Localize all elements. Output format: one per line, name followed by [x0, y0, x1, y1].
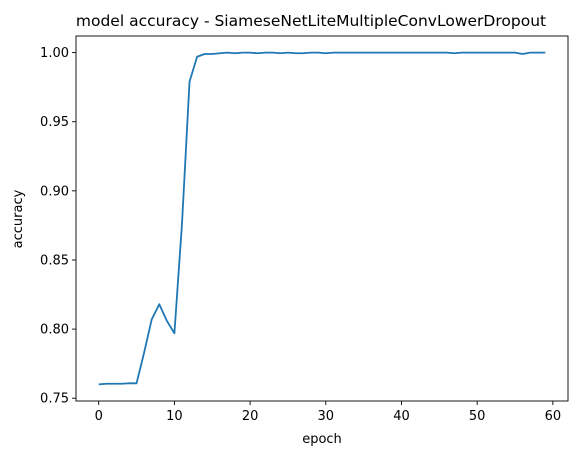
y-tick-label: 1.00	[40, 46, 69, 61]
y-tick-label: 0.85	[40, 253, 69, 268]
chart-title: model accuracy - SiameseNetLiteMultipleC…	[76, 12, 546, 30]
axes-frame	[75, 35, 569, 402]
x-tick-label: 30	[318, 409, 335, 424]
x-tick-label: 50	[469, 409, 486, 424]
accuracy-series-line	[98, 51, 546, 386]
y-axis: 0.75 0.80 0.85 0.90 0.95 1.00	[40, 46, 76, 407]
y-tick-label: 0.75	[40, 392, 69, 407]
y-tick-label: 0.95	[40, 115, 69, 130]
x-tick-label: 20	[242, 409, 259, 424]
x-tick-label: 40	[393, 409, 410, 424]
y-axis-label: accuracy	[11, 189, 26, 248]
x-axis: 0 10 20 30 40 50 60	[95, 401, 562, 424]
x-tick-label: 0	[95, 409, 103, 424]
y-tick-label: 0.80	[40, 323, 69, 338]
y-tick-label: 0.90	[40, 184, 69, 199]
x-tick-label: 60	[545, 409, 562, 424]
x-axis-label: epoch	[302, 432, 342, 447]
x-tick-label: 10	[166, 409, 183, 424]
plot-area: 0.75 0.80 0.85 0.90 0.95 1.00 0 10 20 30 40 50 60	[40, 35, 569, 424]
